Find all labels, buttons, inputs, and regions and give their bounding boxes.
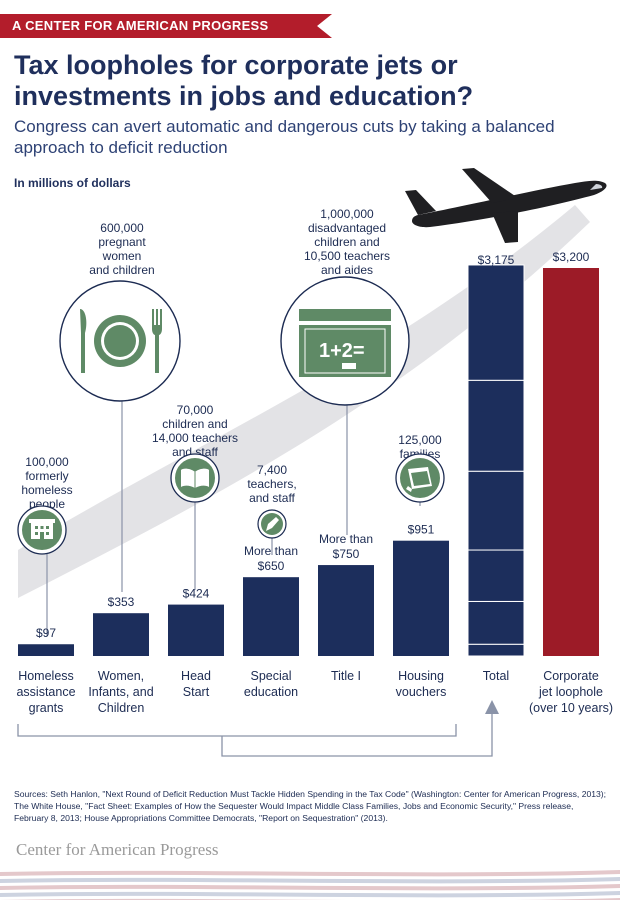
- category-label-homeless-assistance-grants: Homeless assistance grants: [16, 669, 75, 715]
- value-label-total: $3,175: [478, 253, 515, 267]
- house-document-icon: [395, 453, 445, 503]
- value-label-head-start: $424: [183, 587, 210, 601]
- units-label: In millions of dollars: [14, 176, 131, 190]
- category-label-corporate-jet-loophole-over-10-years: Corporate jet loophole (over 10 years): [529, 669, 613, 715]
- annotation-homeless-assistance-grants: 100,000 formerly homeless people: [21, 455, 72, 511]
- arrow-swoosh: [18, 205, 590, 598]
- bar-special-education: [243, 577, 299, 656]
- bar-corporate-jet-loophole-over-10-years: [543, 268, 599, 656]
- annotation-head-start: 70,000 children and 14,000 teachers and sta…: [152, 403, 238, 459]
- bar-title-i: [318, 565, 374, 656]
- bracket-arrow: [17, 712, 493, 757]
- flag-stripe: [0, 891, 620, 898]
- sources-note: Sources: Seth Hanlon, "Next Round of Def…: [14, 789, 607, 823]
- category-label-head-start: Head Start: [181, 669, 211, 699]
- value-label-title-i: More than $750: [319, 532, 373, 561]
- pencil-icon: [257, 509, 287, 539]
- flag-stripe: [0, 877, 620, 884]
- flag-stripe: [0, 870, 620, 877]
- value-label-women-infants-and-children: $353: [108, 595, 135, 609]
- connector-lines: [46, 401, 421, 636]
- value-label-corporate-jet-loophole-over-10-years: $3,200: [553, 250, 590, 264]
- annotation-women-infants-and-children: 600,000 pregnant women and children: [89, 221, 154, 277]
- flag-stripes-icon: [0, 870, 620, 900]
- annotation-special-education: 7,400 teachers, and staff: [247, 463, 296, 505]
- bar-women-infants-and-children: [93, 613, 149, 656]
- building-icon: [17, 505, 67, 555]
- category-label-special-education: Special education: [244, 669, 298, 699]
- category-label-housing-vouchers: Housing vouchers: [396, 669, 447, 699]
- bar-total-segment: [467, 643, 525, 657]
- plate-fork-knife-icon: [59, 280, 181, 402]
- chalkboard-text: 1+2=: [319, 340, 365, 362]
- category-label-total: Total: [483, 669, 509, 683]
- page-title: Tax loopholes for corporate jets or inve…: [14, 50, 474, 111]
- bar-total: [467, 264, 525, 657]
- bar-head-start: [168, 604, 224, 656]
- value-label-special-education: More than $650: [244, 544, 298, 573]
- bracket-arrowhead: [485, 700, 499, 714]
- category-label-women-infants-and-children: Women, Infants, and Children: [88, 669, 153, 715]
- airplane-icon: [405, 168, 607, 243]
- page-subtitle: Congress can avert automatic and dangero…: [14, 117, 555, 157]
- footer: Center for American Progress: [0, 832, 620, 900]
- bar-total-segment: [467, 264, 525, 381]
- annotation-title-i: 1,000,000 disadvantaged children and 10,500…: [304, 207, 390, 277]
- category-label-title-i: Title I: [331, 669, 361, 683]
- bar-total-segment: [467, 549, 525, 602]
- bar-total-segment: [467, 600, 525, 645]
- chalkboard-icon: 1+2=: [280, 276, 410, 406]
- bar-total-segment: [467, 470, 525, 551]
- value-label-homeless-assistance-grants: $97: [36, 626, 56, 640]
- bar-homeless-assistance-grants: [18, 644, 74, 656]
- bar-housing-vouchers: [393, 540, 449, 656]
- value-label-housing-vouchers: $951: [408, 523, 435, 537]
- flag-stripe: [0, 884, 620, 891]
- book-icon: [170, 453, 220, 503]
- graphic-banner: A CENTER FOR AMERICAN PROGRESS GRAPHIC: [0, 14, 332, 38]
- cap-logo: Center for American Progress: [16, 840, 219, 859]
- bar-total-segment: [467, 379, 525, 472]
